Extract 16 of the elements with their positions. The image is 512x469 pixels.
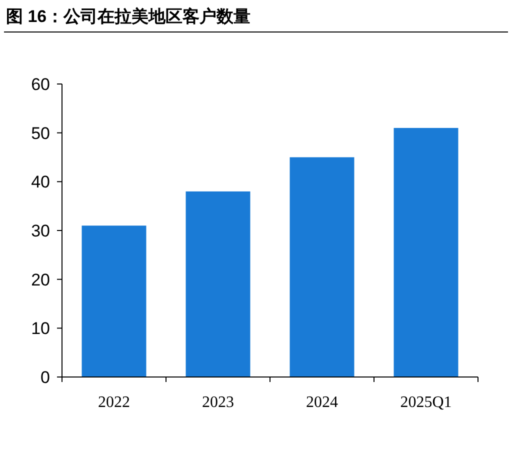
x-tick-label: 2023 xyxy=(202,394,234,411)
bar xyxy=(394,128,458,377)
y-tick-label: 20 xyxy=(31,270,50,290)
y-tick-label: 10 xyxy=(31,319,50,338)
x-tick-label: 2022 xyxy=(98,394,130,411)
y-tick-label: 50 xyxy=(31,124,50,143)
chart-title: 图 16：公司在拉美地区客户数量 xyxy=(6,7,251,26)
bar xyxy=(290,157,354,377)
y-tick-label: 30 xyxy=(31,222,50,240)
x-tick-label: 2024 xyxy=(306,394,338,411)
y-tick-label: 0 xyxy=(40,368,50,387)
x-tick-label: 2025Q1 xyxy=(400,394,452,411)
bar xyxy=(82,226,146,377)
bar xyxy=(186,191,250,377)
y-tick-label: 40 xyxy=(31,172,50,192)
y-tick-label: 60 xyxy=(31,75,50,94)
